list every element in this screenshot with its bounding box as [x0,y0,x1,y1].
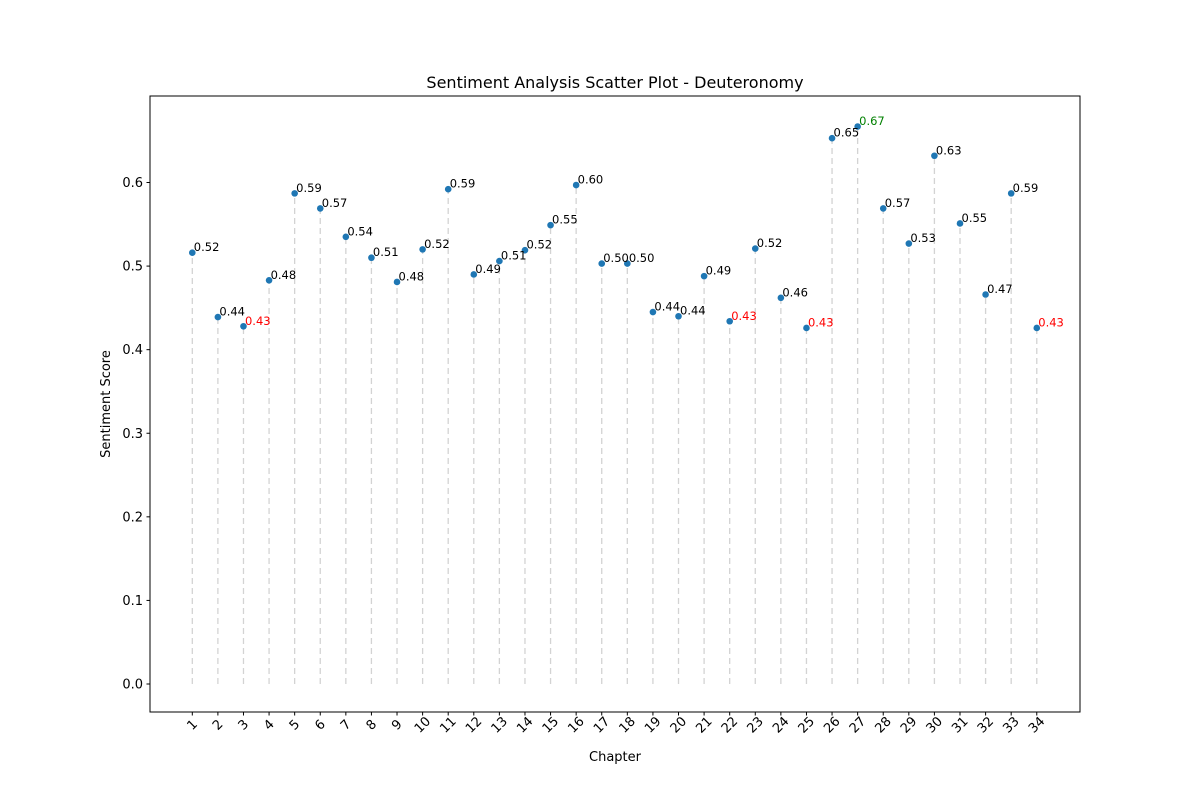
data-label: 0.43 [1038,315,1064,329]
data-label: 0.57 [322,196,348,210]
data-label: 0.52 [194,240,220,254]
data-label: 0.50 [629,251,655,265]
y-tick-label: 0.5 [122,260,143,275]
data-point [956,220,964,227]
data-label: 0.63 [936,143,962,157]
data-label: 0.59 [450,177,476,191]
plot-frame [149,95,1081,713]
data-point [828,134,836,142]
data-label: 0.59 [1013,181,1039,195]
data-label: 0.48 [271,268,297,282]
data-label: 0.55 [962,211,988,225]
data-label: 0.43 [245,314,271,328]
y-tick-label: 0.2 [122,510,143,525]
data-point [982,291,989,298]
data-point [1033,324,1041,332]
data-label: 0.60 [578,173,604,187]
data-label: 0.52 [526,238,552,252]
data-label: 0.47 [987,282,1013,296]
data-label: 0.51 [373,245,399,259]
data-point [214,313,222,321]
y-tick-label: 0.6 [122,176,143,191]
data-point [700,272,708,280]
data-point [547,221,554,229]
data-point [393,278,401,286]
data-point [368,254,375,262]
data-point [342,233,350,241]
data-label: 0.44 [219,305,245,319]
data-point [803,324,810,332]
chart-title: Sentiment Analysis Scatter Plot - Deuter… [426,73,803,92]
stem-lines [191,126,1038,684]
data-label: 0.43 [808,315,834,329]
data-labels: 0.520.440.430.480.590.570.540.510.480.52… [194,114,1064,329]
data-point [879,205,887,212]
data-label: 0.49 [706,264,732,278]
data-point [649,308,657,316]
data-label: 0.50 [603,251,629,265]
data-point [726,317,733,325]
data-label: 0.52 [424,237,450,251]
data-point [496,257,503,265]
data-point [854,123,861,130]
y-axis-ticks: 0.0 0.1 0.2 0.3 0.4 0.5 0.6 [122,176,150,693]
data-point [240,322,247,330]
data-label: 0.59 [296,181,322,195]
data-point [444,185,452,193]
data-label: 0.46 [782,285,808,299]
data-point [598,260,606,267]
data-point [419,246,426,253]
data-point [624,260,631,267]
data-label: 0.57 [885,196,911,210]
data-point [470,271,478,278]
data-label: 0.53 [910,231,936,245]
data-point [777,294,785,302]
data-point [189,249,196,257]
data-label: 0.54 [347,224,373,238]
data-label: 0.51 [501,249,527,263]
y-tick-label: 0.4 [122,343,143,358]
data-point [316,205,324,212]
data-point [265,276,273,284]
data-point [1007,190,1015,197]
data-point [675,312,682,320]
data-label: 0.65 [834,126,860,140]
data-point [521,246,529,254]
data-point [931,152,938,160]
data-point [751,245,759,252]
data-point [572,181,580,189]
data-label: 0.52 [757,236,783,250]
data-label: 0.67 [859,114,885,128]
y-axis-label: Sentiment Score [99,350,114,458]
data-label: 0.49 [475,262,501,276]
data-label: 0.43 [731,309,757,323]
x-axis-ticks: 1 2 3 4 5 6 7 8 9 10 11 12 13 14 15 16 17 18 19 20 21 22 23 24 2… [184,712,1048,737]
data-point [291,190,298,197]
data-label: 0.44 [654,300,680,314]
data-points [189,123,1041,332]
data-point [905,240,913,247]
data-label: 0.48 [399,269,425,283]
y-tick-label: 0.1 [122,594,143,609]
data-label: 0.44 [680,304,706,318]
data-label: 0.55 [552,213,578,227]
y-tick-label: 0.0 [122,678,143,693]
x-axis-label: Chapter [589,750,642,765]
y-tick-label: 0.3 [122,427,143,442]
